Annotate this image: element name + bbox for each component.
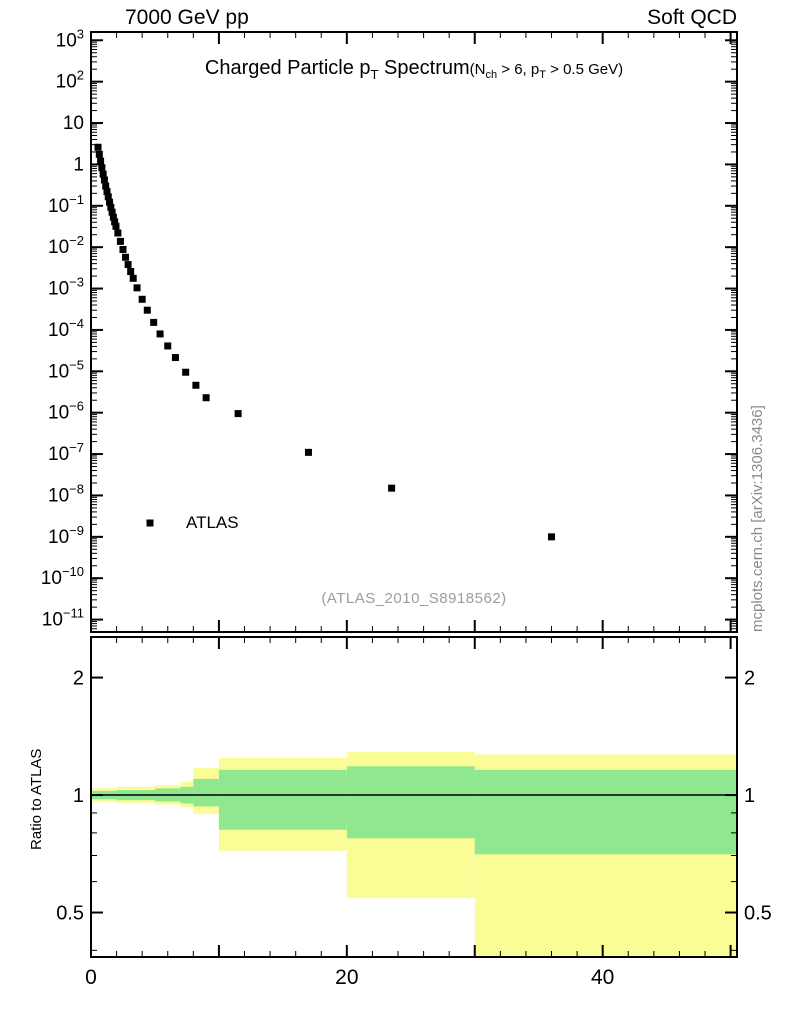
svg-text:0: 0	[85, 966, 97, 989]
svg-text:10−9: 10−9	[48, 523, 84, 548]
title-main: Charged Particle pT Spectrum	[204, 57, 470, 82]
ratio-axis-label: Ratio to ATLAS	[28, 748, 45, 850]
uncertainty-bands	[91, 751, 737, 956]
axis-ticks	[90, 32, 737, 957]
ratio-y-tick-labels: 0.5 0.5 1 1 2 2	[56, 668, 772, 925]
svg-text:0.5: 0.5	[744, 903, 772, 925]
inner-uncertainty-band	[218, 769, 347, 830]
svg-text:1: 1	[744, 785, 755, 807]
svg-text:10−5: 10−5	[48, 357, 84, 382]
svg-text:10: 10	[63, 113, 84, 134]
svg-text:2: 2	[73, 668, 84, 690]
svg-text:1: 1	[73, 154, 84, 175]
svg-text:103: 103	[56, 26, 84, 51]
legend-marker-atlas	[146, 519, 154, 527]
svg-text:10−1: 10−1	[48, 192, 84, 217]
spectrum-y-tick-labels: 10310210110−110−210−310−410−510−610−710−…	[41, 26, 84, 630]
svg-text:10−7: 10−7	[48, 440, 84, 465]
inner-uncertainty-band	[346, 766, 475, 839]
svg-text:2: 2	[744, 668, 755, 690]
svg-text:10−10: 10−10	[41, 564, 84, 589]
svg-text:10−4: 10−4	[48, 316, 84, 341]
svg-text:10−3: 10−3	[48, 275, 84, 300]
svg-text:10−11: 10−11	[42, 606, 84, 631]
plot-title: Charged Particle pT Spectrum(Nch > 6, pT…	[91, 57, 737, 82]
legend-label-atlas: ATLAS	[186, 513, 239, 532]
mcplots-arxiv-note: mcplots.cern.ch [arXiv:1306.3436]	[749, 405, 766, 632]
svg-text:40: 40	[591, 966, 614, 989]
svg-text:102: 102	[56, 68, 84, 93]
inner-uncertainty-band	[193, 778, 219, 807]
atlas-data-points	[94, 143, 556, 541]
svg-text:10−2: 10−2	[48, 233, 84, 258]
title-cuts: (Nch > 6, pT > 0.5 GeV)	[469, 61, 624, 81]
inner-uncertainty-band	[474, 769, 737, 855]
svg-text:10−8: 10−8	[48, 481, 84, 506]
x-tick-labels: 0 20 40	[85, 966, 614, 989]
svg-text:0.5: 0.5	[56, 903, 84, 925]
analysis-watermark: (ATLAS_2010_S8918562)	[321, 590, 507, 607]
header-beam-energy: 7000 GeV pp	[125, 6, 249, 29]
header-process-group: Soft QCD	[647, 6, 737, 29]
svg-text:20: 20	[335, 966, 358, 989]
svg-text:10−6: 10−6	[48, 399, 84, 424]
spectrum-frame	[90, 31, 738, 633]
ratio-frame	[90, 636, 738, 958]
svg-text:1: 1	[73, 785, 84, 807]
